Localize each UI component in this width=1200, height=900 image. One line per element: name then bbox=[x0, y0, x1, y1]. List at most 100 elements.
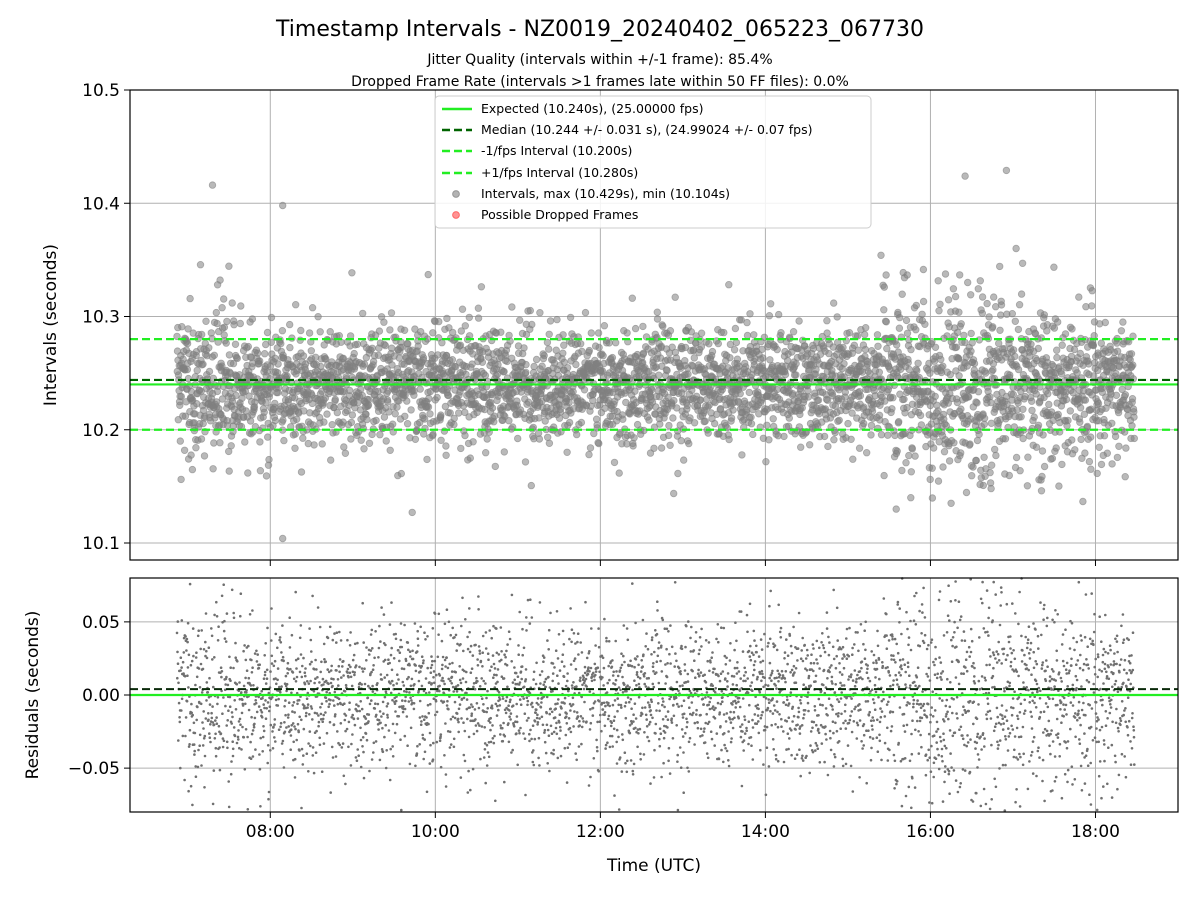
residual-point bbox=[242, 736, 246, 739]
residual-point bbox=[198, 733, 202, 737]
residual-point bbox=[343, 690, 347, 693]
residual-point bbox=[267, 790, 271, 794]
residual-point bbox=[397, 678, 400, 681]
residual-point bbox=[192, 654, 195, 658]
residual-point bbox=[433, 659, 437, 663]
interval-point bbox=[205, 367, 214, 376]
residual-point bbox=[459, 776, 463, 779]
interval-point bbox=[940, 448, 949, 456]
interval-point bbox=[823, 329, 831, 337]
interval-point bbox=[861, 345, 870, 354]
residual-point bbox=[402, 684, 406, 687]
interval-point bbox=[384, 398, 392, 406]
residual-point bbox=[334, 755, 338, 758]
interval-point bbox=[360, 360, 369, 368]
residual-point bbox=[349, 665, 352, 669]
residual-point bbox=[417, 679, 421, 683]
residual-point bbox=[328, 625, 332, 629]
residual-point bbox=[250, 732, 254, 736]
residual-point bbox=[311, 746, 315, 749]
residual-point bbox=[267, 797, 270, 801]
interval-point bbox=[806, 441, 814, 449]
residual-point bbox=[298, 749, 301, 752]
residual-point bbox=[327, 705, 331, 709]
residual-point bbox=[177, 681, 180, 685]
interval-point bbox=[414, 342, 422, 350]
interval-point bbox=[180, 446, 189, 454]
interval-point bbox=[705, 340, 713, 348]
residual-point bbox=[382, 613, 386, 616]
interval-point bbox=[365, 396, 373, 404]
residual-point bbox=[358, 665, 361, 669]
residual-point bbox=[211, 721, 215, 724]
interval-point bbox=[516, 316, 524, 324]
interval-point bbox=[950, 439, 958, 447]
residual-point bbox=[326, 668, 330, 671]
residual-point bbox=[231, 747, 235, 751]
residual-point bbox=[400, 645, 404, 649]
residual-point bbox=[251, 755, 255, 758]
residual-point bbox=[410, 677, 414, 681]
residual-point bbox=[438, 684, 441, 688]
residual-point bbox=[260, 689, 264, 693]
interval-point bbox=[645, 416, 653, 424]
interval-point bbox=[387, 309, 396, 317]
interval-point bbox=[765, 436, 773, 444]
interval-point bbox=[973, 399, 981, 407]
interval-point bbox=[745, 388, 753, 397]
residual-point bbox=[202, 737, 206, 740]
residual-point bbox=[202, 710, 205, 713]
interval-point bbox=[775, 310, 783, 319]
residual-point bbox=[201, 667, 205, 671]
residual-point bbox=[378, 624, 381, 628]
residual-point bbox=[293, 725, 296, 728]
interval-point bbox=[500, 367, 508, 376]
interval-point bbox=[326, 328, 334, 336]
residual-point bbox=[196, 765, 200, 769]
residual-point bbox=[215, 716, 218, 719]
residual-point bbox=[276, 667, 280, 670]
residual-point bbox=[197, 748, 200, 752]
interval-point bbox=[1006, 371, 1014, 379]
residual-point bbox=[259, 805, 262, 808]
residual-point bbox=[366, 696, 370, 700]
residual-point bbox=[321, 717, 325, 721]
interval-point bbox=[497, 328, 505, 336]
residuals-panel: −0.050.000.05 08:00 10:00 12:00 14:00 16:00 1… bbox=[23, 577, 1179, 876]
interval-point bbox=[868, 407, 877, 415]
residual-point bbox=[384, 690, 388, 693]
residual-point bbox=[241, 725, 244, 729]
residual-point bbox=[446, 699, 449, 703]
residual-point bbox=[210, 634, 214, 638]
residual-point bbox=[377, 646, 381, 650]
residual-point bbox=[332, 699, 335, 702]
interval-point bbox=[957, 405, 965, 413]
residual-point bbox=[281, 624, 284, 627]
residual-point bbox=[249, 684, 253, 687]
interval-point bbox=[978, 293, 987, 301]
residual-point bbox=[419, 723, 423, 726]
interval-point bbox=[357, 385, 365, 394]
residual-point bbox=[284, 713, 287, 717]
residual-point bbox=[315, 729, 318, 733]
residual-point bbox=[311, 754, 315, 757]
interval-point bbox=[902, 316, 911, 325]
residual-point bbox=[283, 705, 286, 708]
residual-point bbox=[322, 742, 326, 745]
residual-point bbox=[252, 684, 255, 687]
interval-point bbox=[212, 308, 220, 317]
interval-point bbox=[1093, 469, 1101, 478]
residual-point bbox=[288, 646, 292, 649]
residual-point bbox=[344, 714, 348, 717]
residual-point bbox=[239, 723, 242, 726]
interval-point bbox=[840, 360, 848, 368]
residual-point bbox=[322, 713, 326, 717]
interval-point bbox=[1121, 473, 1129, 481]
interval-point bbox=[683, 401, 691, 410]
interval-point bbox=[316, 328, 324, 336]
interval-point bbox=[966, 440, 974, 448]
residual-point bbox=[423, 738, 427, 741]
interval-point bbox=[882, 271, 890, 279]
residual-point bbox=[194, 765, 197, 768]
interval-point bbox=[960, 331, 968, 340]
